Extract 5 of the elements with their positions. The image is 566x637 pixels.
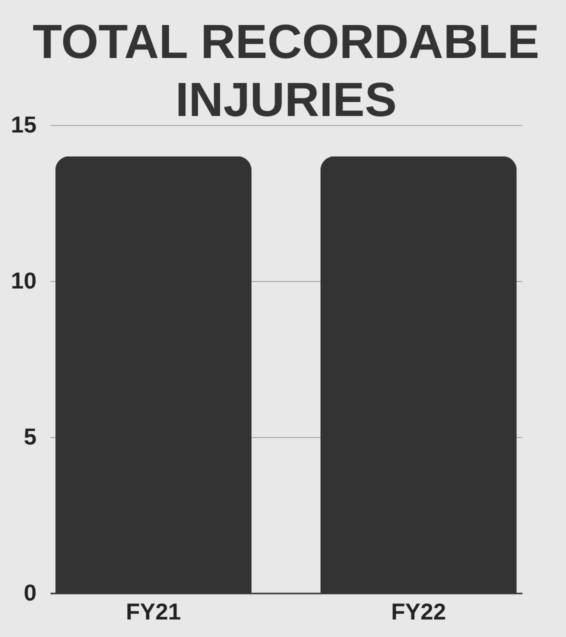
x-tick-label: FY21	[126, 598, 182, 624]
x-tick-label: FY22	[391, 598, 446, 624]
y-tick-label: 0	[24, 580, 36, 606]
y-tick-label: 10	[10, 268, 36, 294]
y-tick-label: 5	[24, 424, 37, 450]
